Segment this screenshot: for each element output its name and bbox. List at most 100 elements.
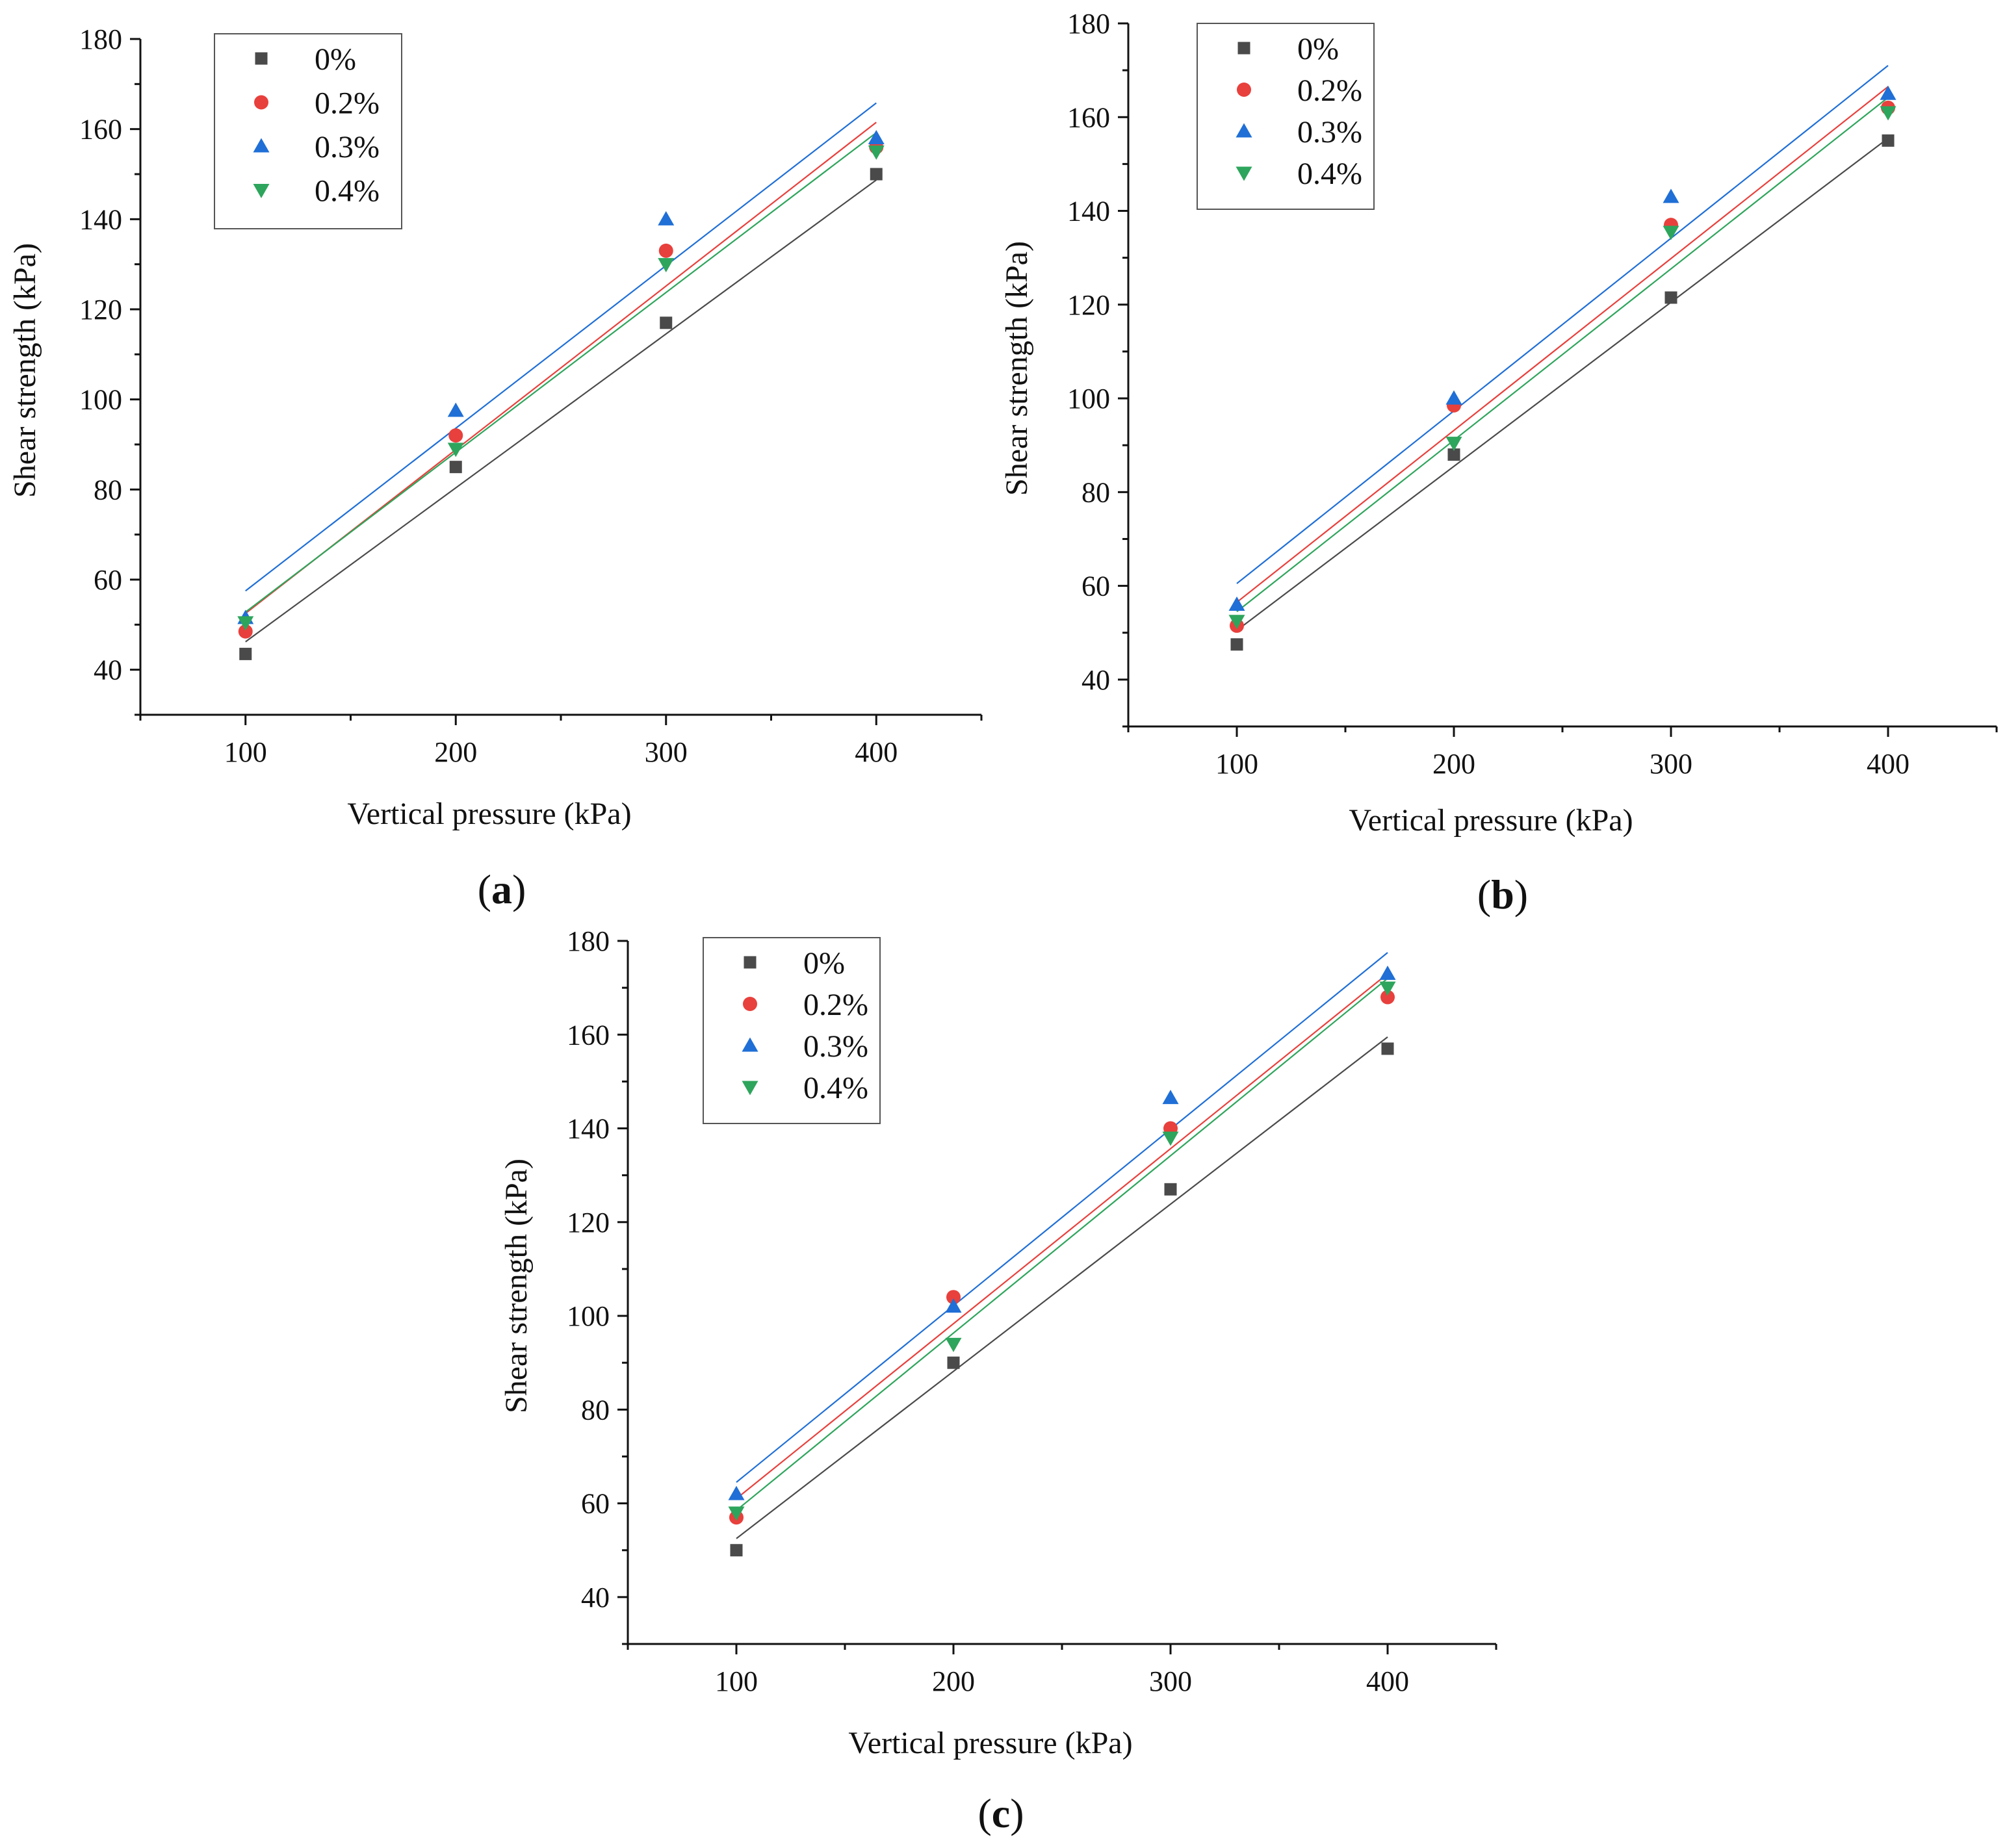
- data-point: [237, 616, 254, 631]
- panel-label: (c): [978, 1790, 1024, 1836]
- chart-panel-c: 40 60 80 100 120 140 160 180 100 200 300 400 Vertica…: [499, 925, 1497, 1836]
- panel-label-letter: c: [992, 1790, 1010, 1836]
- y-tick-label: 180: [1067, 8, 1110, 40]
- x-axis-title: Vertical pressure (kPa): [848, 1726, 1132, 1760]
- legend-box: [1197, 23, 1375, 210]
- panel-label: (a): [478, 866, 526, 912]
- data-point: [1379, 965, 1396, 980]
- data-point: [658, 258, 675, 273]
- y-tick-label: 40: [94, 654, 122, 686]
- legend-label: 0.3%: [1297, 115, 1362, 149]
- x-tick-label: 400: [1366, 1665, 1409, 1697]
- data-point: [447, 443, 464, 457]
- legend-marker: [255, 52, 268, 65]
- legend-label: 0%: [803, 946, 845, 981]
- legend-label: 0.4%: [315, 174, 380, 209]
- panel-label-close-paren: ): [1010, 1790, 1024, 1836]
- x-tick-label: 100: [715, 1665, 758, 1697]
- panel-label-open-paren: (: [1477, 871, 1491, 918]
- data-point: [1445, 390, 1462, 405]
- panel-label-letter: a: [491, 866, 512, 912]
- y-tick-label: 100: [1067, 383, 1110, 415]
- x-tick-label: 300: [1650, 748, 1692, 780]
- fit-line-0.2%: [1236, 86, 1889, 603]
- data-point: [238, 624, 253, 639]
- x-tick-label: 200: [434, 736, 477, 768]
- y-tick-label: 140: [1067, 196, 1110, 227]
- legend-label: 0.2%: [315, 86, 380, 121]
- x-tick-label: 100: [1215, 748, 1258, 780]
- y-tick-label: 60: [1081, 571, 1110, 602]
- data-point: [728, 1506, 745, 1521]
- legend-label: 0%: [1297, 32, 1339, 66]
- x-tick-label: 100: [224, 736, 267, 768]
- legend: 0% 0.2% 0.3% 0.4%: [703, 937, 881, 1124]
- fit-line-0.4%: [1236, 97, 1889, 613]
- chart-panel-a: 40 60 80 100 120 140 160 180 100 200 300 400 Vertica…: [8, 23, 983, 912]
- data-point: [1663, 225, 1679, 240]
- data-point: [1445, 437, 1462, 452]
- data-point: [945, 1337, 962, 1352]
- panel-label-open-paren: (: [978, 1790, 991, 1836]
- y-tick-label: 60: [581, 1488, 610, 1520]
- data-point: [728, 1485, 745, 1500]
- x-tick-label: 200: [1432, 748, 1475, 780]
- legend-marker: [254, 95, 268, 110]
- fit-line-0.3%: [736, 952, 1388, 1483]
- data-point: [1664, 291, 1677, 304]
- x-tick-label: 400: [1867, 748, 1910, 780]
- data-point: [868, 130, 885, 145]
- data-point: [448, 428, 463, 443]
- y-axis-title: Shear strength (kPa): [499, 1159, 534, 1413]
- fit-line-0%: [245, 179, 877, 643]
- fit-line-0.2%: [736, 973, 1388, 1500]
- legend-label: 0.3%: [315, 130, 380, 164]
- data-point: [947, 1356, 960, 1369]
- fit-line-0.4%: [245, 132, 877, 613]
- legend-marker: [1236, 166, 1252, 181]
- legend-marker: [744, 956, 757, 969]
- legend-marker: [742, 1081, 758, 1096]
- x-axis-title: Vertical pressure (kPa): [1349, 803, 1633, 838]
- data-point: [1380, 990, 1395, 1005]
- x-tick-label: 400: [855, 736, 898, 768]
- y-axis-title: Shear strength (kPa): [8, 243, 42, 498]
- data-point: [946, 1290, 961, 1305]
- data-point: [658, 211, 675, 225]
- data-point: [1880, 85, 1897, 100]
- y-tick-label: 80: [94, 474, 122, 506]
- fit-line-0.3%: [245, 102, 877, 592]
- legend-marker: [1237, 83, 1251, 97]
- y-tick-label: 160: [79, 114, 122, 146]
- panel-label-close-paren: ): [1514, 871, 1528, 918]
- legend-marker: [742, 1037, 758, 1052]
- x-tick-label: 300: [1149, 1665, 1192, 1697]
- data-point: [730, 1544, 743, 1557]
- data-point: [945, 1298, 962, 1313]
- data-point: [1228, 615, 1245, 630]
- panel-label: (b): [1477, 871, 1528, 918]
- data-point: [868, 145, 885, 160]
- data-point: [1164, 1183, 1177, 1196]
- data-point: [1228, 596, 1245, 611]
- legend-label: 0.2%: [1297, 73, 1362, 108]
- y-tick-label: 120: [567, 1207, 610, 1238]
- legend-label: 0.4%: [1297, 157, 1362, 191]
- panel-label-open-paren: (: [478, 866, 491, 912]
- y-tick-label: 120: [1067, 289, 1110, 321]
- legend-marker: [253, 138, 270, 153]
- legend-box: [214, 33, 402, 229]
- data-point: [870, 168, 883, 181]
- data-point: [1663, 188, 1679, 203]
- data-point: [1162, 1131, 1179, 1146]
- y-tick-label: 140: [567, 1113, 610, 1145]
- legend-marker: [1237, 42, 1250, 55]
- legend-marker: [1236, 123, 1252, 138]
- legend-label: 0%: [315, 42, 356, 77]
- data-point: [1447, 448, 1460, 461]
- fit-line-0%: [736, 1036, 1388, 1539]
- panel-label-letter: b: [1491, 871, 1514, 918]
- data-point: [1880, 106, 1897, 121]
- data-point: [1882, 134, 1895, 147]
